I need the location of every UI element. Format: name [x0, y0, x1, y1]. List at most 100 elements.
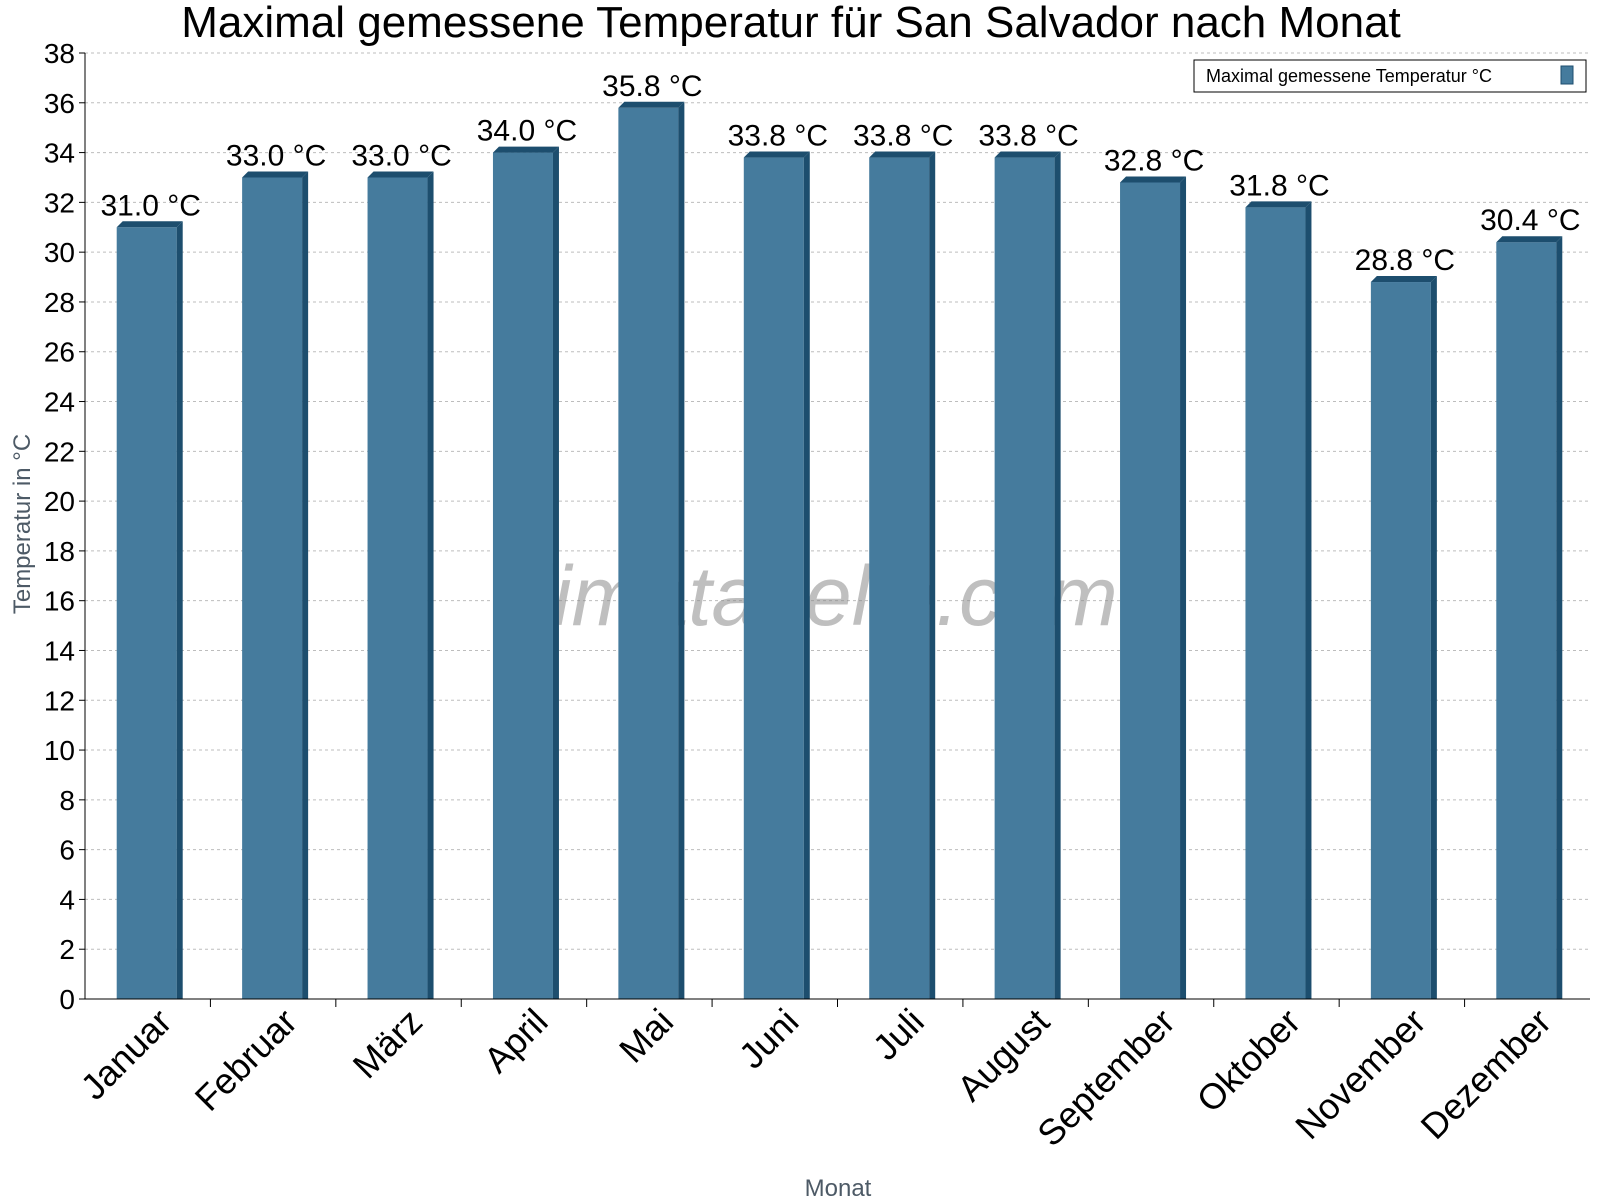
bar-side — [929, 151, 936, 1000]
y-axis-label: Temperatur in °C — [9, 434, 36, 614]
data-label: 33.0 °C — [226, 139, 326, 172]
bar-face — [1496, 242, 1557, 999]
bar-face — [994, 157, 1055, 1000]
bar-side — [803, 151, 810, 1000]
bar-face — [869, 157, 930, 1000]
data-label: 33.8 °C — [853, 120, 953, 153]
y-tick-label: 20 — [44, 486, 75, 517]
bar-side — [678, 101, 685, 999]
x-tick-label: März — [345, 1001, 431, 1087]
x-tick-label: Februar — [187, 1001, 305, 1119]
bar — [1245, 201, 1312, 1000]
bar — [367, 171, 434, 999]
bar-top — [618, 101, 685, 108]
bars — [116, 101, 1563, 1000]
bar-face — [1120, 182, 1181, 999]
y-tick-label: 18 — [44, 536, 75, 567]
y-tick-label: 4 — [59, 884, 75, 915]
bar — [242, 171, 309, 999]
bar-side — [1556, 236, 1563, 999]
y-tick-label: 30 — [44, 237, 75, 268]
bar-top — [492, 146, 559, 153]
chart-title: Maximal gemessene Temperatur für San Sal… — [181, 0, 1401, 47]
bar — [116, 221, 183, 999]
gridlines — [85, 52, 1590, 950]
bar-face — [492, 152, 553, 999]
data-label: 31.8 °C — [1229, 169, 1329, 202]
data-label: 30.4 °C — [1480, 204, 1580, 237]
bar-face — [618, 107, 679, 999]
bar-side — [427, 171, 434, 999]
bar-top — [116, 221, 183, 228]
bar-top — [743, 151, 810, 158]
y-tick-label: 28 — [44, 287, 75, 318]
bar — [1120, 176, 1187, 999]
y-tick-label: 22 — [44, 436, 75, 467]
bar-face — [367, 177, 428, 999]
bar-side — [1180, 176, 1187, 999]
x-tick-label: Dezember — [1413, 1001, 1559, 1147]
bar — [869, 151, 936, 1000]
bar — [492, 146, 559, 999]
bar-face — [1370, 282, 1431, 999]
bar-top — [1245, 201, 1312, 208]
data-label: 31.0 °C — [101, 189, 201, 222]
data-label: 35.8 °C — [602, 70, 702, 103]
x-tick-label: Mai — [611, 1001, 681, 1071]
x-tick-label: September — [1029, 1001, 1183, 1155]
y-tick-label: 34 — [44, 138, 75, 169]
bar — [743, 151, 810, 1000]
data-label: 32.8 °C — [1104, 144, 1204, 177]
y-tick-label: 2 — [59, 934, 75, 965]
x-tick-labels: Januar Februar März April Mai Juni Juli AugustS… — [73, 1001, 1559, 1155]
bar — [994, 151, 1061, 1000]
bar-side — [1430, 276, 1437, 999]
y-tick-label: 0 — [59, 984, 75, 1015]
data-label: 33.8 °C — [978, 120, 1078, 153]
bar — [618, 101, 685, 999]
x-axis-label: Monat — [805, 1175, 872, 1200]
bar-top — [994, 151, 1061, 158]
bar-face — [242, 177, 303, 999]
data-label: 28.8 °C — [1355, 244, 1455, 277]
bar-top — [1370, 276, 1437, 283]
y-tick-label: 6 — [59, 835, 75, 866]
legend: Maximal gemessene Temperatur °C — [1193, 59, 1587, 93]
bar-side — [552, 146, 559, 999]
bar-face — [1245, 207, 1306, 1000]
bar-top — [367, 171, 434, 178]
data-label: 33.0 °C — [351, 139, 451, 172]
y-tick-label: 12 — [44, 685, 75, 716]
x-tick-label: August — [949, 1001, 1057, 1109]
y-tick-label: 26 — [44, 337, 75, 368]
y-tick-label: 8 — [59, 785, 75, 816]
x-tick-label: Januar — [73, 1001, 180, 1108]
bar — [1496, 236, 1563, 999]
x-tick-label: November — [1287, 1001, 1433, 1147]
bar-top — [1496, 236, 1563, 243]
x-tick-label: Juni — [731, 1001, 807, 1077]
x-tick-label: April — [476, 1001, 556, 1081]
bar-top — [869, 151, 936, 158]
y-tick-label: 32 — [44, 187, 75, 218]
legend-swatch — [1560, 65, 1574, 85]
bar-side — [1054, 151, 1061, 1000]
data-labels: 31.0 °C 33.0 °C 33.0 °C 34.0 °C 35.8 °C 33.8 … — [101, 70, 1581, 277]
x-tick-label: Juli — [865, 1001, 932, 1068]
bar-face — [116, 227, 177, 999]
y-tick-label: 24 — [44, 387, 75, 418]
bar-top — [1120, 176, 1187, 183]
y-tick-label: 38 — [44, 38, 75, 69]
bar — [1370, 276, 1437, 999]
data-label: 34.0 °C — [477, 115, 577, 148]
legend-box — [1193, 59, 1587, 93]
y-tick-label: 14 — [44, 635, 75, 666]
x-tick-label: Oktober — [1189, 1001, 1309, 1121]
legend-label: Maximal gemessene Temperatur °C — [1206, 66, 1492, 86]
bar-side — [176, 221, 183, 999]
y-tick-label: 10 — [44, 735, 75, 766]
bar-side — [302, 171, 309, 999]
data-label: 33.8 °C — [728, 120, 828, 153]
